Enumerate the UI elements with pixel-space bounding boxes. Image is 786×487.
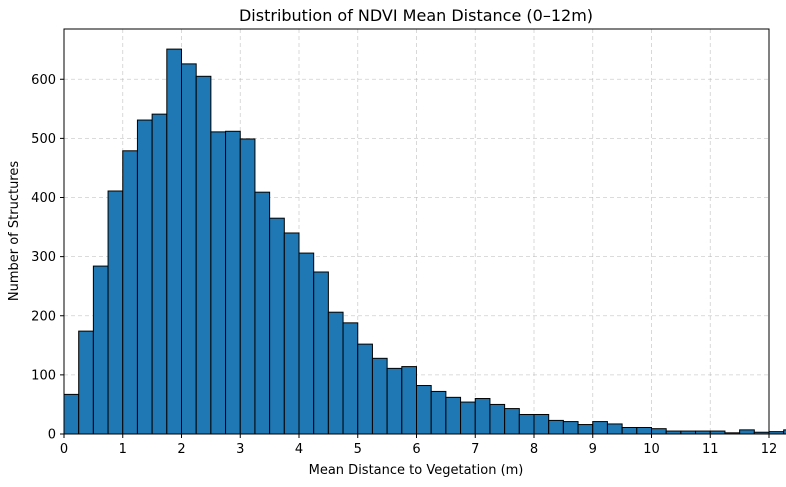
y-tick-label: 400 (31, 191, 56, 206)
y-tick-label: 200 (31, 309, 56, 324)
histogram-bar (181, 63, 197, 435)
y-tick-label: 0 (48, 428, 56, 443)
histogram-bar (636, 426, 652, 435)
x-tick-label: 9 (589, 442, 597, 457)
y-axis-label: Number of Structures (7, 161, 22, 301)
histogram-bar (166, 48, 182, 435)
histogram-bar (283, 232, 300, 435)
histogram-bar (783, 429, 786, 435)
x-tick-label: 3 (236, 442, 244, 457)
histogram-bar (92, 265, 109, 435)
histogram-bar (239, 138, 256, 435)
histogram-bar (254, 191, 271, 435)
histogram-bar (548, 419, 564, 435)
histogram-bar (445, 396, 462, 435)
x-tick-label: 8 (530, 442, 538, 457)
x-tick-label: 1 (119, 442, 127, 457)
y-tick-label: 300 (31, 250, 56, 265)
x-tick-label: 4 (295, 442, 303, 457)
histogram-bar (533, 413, 550, 435)
histogram-bar (606, 423, 623, 435)
x-tick-label: 12 (761, 442, 778, 457)
y-tick-label: 500 (31, 132, 56, 147)
y-tick-label: 600 (31, 73, 56, 88)
histogram-bar (327, 311, 344, 435)
histogram-bar (739, 429, 755, 435)
histogram-bar (474, 398, 491, 435)
histogram-bar (651, 428, 667, 435)
x-tick-label: 0 (60, 442, 68, 457)
histogram-bar (562, 421, 579, 435)
histogram-bar (768, 431, 785, 435)
histogram-bar (269, 217, 285, 435)
histogram-bar (577, 424, 594, 435)
histogram-bar (225, 130, 241, 435)
x-axis-ticks: 0 1 2 3 4 5 6 7 8 9 10 11 12 (60, 434, 777, 457)
histogram-bar (416, 385, 432, 435)
histogram-bar (210, 131, 227, 435)
y-axis-ticks: 0 100 200 300 400 500 600 (31, 73, 64, 443)
histogram-bar (342, 322, 359, 435)
x-tick-label: 5 (354, 442, 362, 457)
histogram-bar (313, 271, 329, 435)
chart-title: Distribution of NDVI Mean Distance (0–12… (239, 6, 593, 25)
histogram-bar (430, 390, 447, 435)
bars (63, 48, 786, 435)
histogram-bar (386, 367, 403, 435)
x-tick-label: 2 (177, 442, 185, 457)
histogram-bar (592, 421, 608, 435)
x-tick-label: 7 (471, 442, 479, 457)
histogram-bar (401, 366, 417, 435)
histogram-bar (151, 113, 168, 435)
x-axis-label: Mean Distance to Vegetation (m) (309, 463, 524, 478)
histogram-bar (195, 75, 212, 435)
histogram-bar (107, 190, 124, 435)
histogram-bar (122, 150, 138, 435)
histogram-bar (460, 401, 476, 435)
histogram-bar (504, 408, 520, 435)
histogram-bar (63, 393, 80, 435)
histogram-bar (518, 413, 535, 435)
x-tick-label: 10 (643, 442, 660, 457)
histogram-bar (489, 403, 506, 435)
histogram-bar (371, 357, 388, 435)
x-tick-label: 11 (702, 442, 719, 457)
histogram-bar (78, 330, 94, 435)
histogram-bar (621, 426, 638, 435)
x-tick-label: 6 (412, 442, 420, 457)
histogram-bar (136, 119, 153, 435)
histogram-bar (298, 252, 315, 435)
y-tick-label: 100 (31, 368, 56, 383)
histogram-bar (357, 343, 373, 435)
